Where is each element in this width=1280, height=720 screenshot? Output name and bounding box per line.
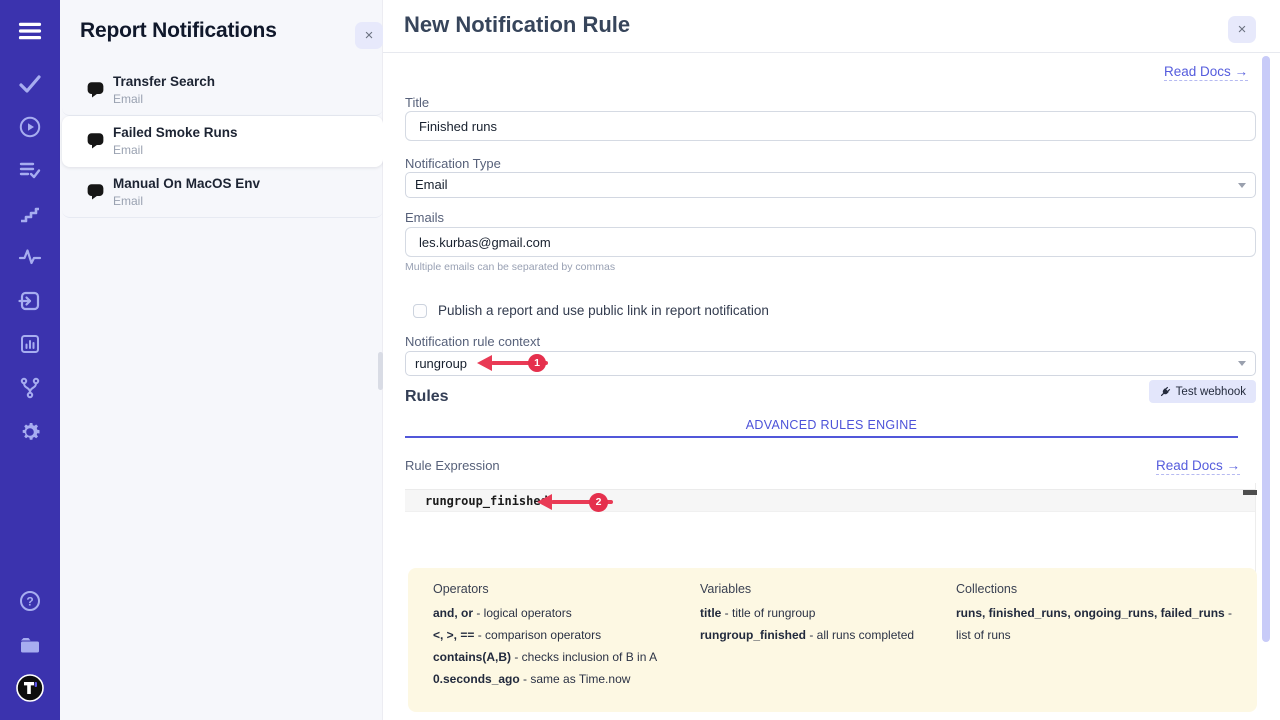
rule-title: Failed Smoke Runs bbox=[113, 125, 238, 140]
rule-subtitle: Email bbox=[113, 143, 144, 157]
panel-title: Report Notifications bbox=[80, 19, 277, 42]
rules-heading: Rules bbox=[405, 388, 449, 405]
list-item-failed-smoke-runs[interactable]: Failed Smoke Runs Email bbox=[62, 116, 383, 167]
title-input[interactable] bbox=[405, 111, 1256, 141]
new-notification-rule-drawer: New Notification Rule × Read Docs → Titl… bbox=[383, 0, 1280, 720]
read-docs-link-top[interactable]: Read Docs → bbox=[1163, 64, 1248, 81]
publish-report-checkbox-label: Publish a report and use public link in … bbox=[438, 303, 769, 318]
check-icon[interactable] bbox=[18, 72, 42, 96]
icon-rail: ? bbox=[0, 0, 60, 720]
notification-type-label: Notification Type bbox=[405, 156, 501, 171]
rules-help-panel: Operators and, or - logical operators <,… bbox=[408, 568, 1257, 712]
avatar-t-logo[interactable] bbox=[16, 674, 44, 702]
chevron-down-icon bbox=[1238, 183, 1246, 188]
list-item-manual-on-macos-env[interactable]: Manual On MacOS Env Email bbox=[62, 167, 383, 218]
context-value: rungroup bbox=[415, 356, 468, 371]
emails-helper-text: Multiple emails can be separated by comm… bbox=[405, 261, 616, 273]
annotation-arrow-2-shaft bbox=[551, 500, 613, 504]
tab-advanced-rules-engine[interactable]: ADVANCED RULES ENGINE bbox=[745, 418, 918, 432]
activity-icon[interactable] bbox=[18, 245, 42, 269]
sign-in-icon[interactable] bbox=[18, 289, 42, 313]
help-column-title: Collections bbox=[956, 582, 1018, 596]
notification-type-value: Email bbox=[415, 177, 448, 192]
play-circle-icon[interactable] bbox=[18, 115, 42, 139]
svg-text:?: ? bbox=[26, 594, 33, 608]
rule-subtitle: Email bbox=[113, 194, 144, 208]
editor-active-line bbox=[405, 489, 1255, 512]
annotation-badge-2: 2 bbox=[589, 493, 608, 512]
steps-icon[interactable] bbox=[18, 202, 42, 226]
editor-scroll-dash[interactable] bbox=[1243, 490, 1257, 495]
panel-close-button[interactable]: × bbox=[355, 22, 383, 49]
scrollbar-thumb[interactable] bbox=[1262, 56, 1270, 642]
chat-bubble-icon bbox=[85, 80, 106, 106]
list-check-icon[interactable] bbox=[18, 158, 42, 182]
branch-icon[interactable] bbox=[18, 376, 42, 400]
drawer-close-button[interactable]: × bbox=[1228, 16, 1256, 43]
annotation-arrow-2 bbox=[537, 494, 552, 510]
rule-expression-editor[interactable]: rungroup_finished bbox=[405, 483, 1256, 575]
chat-bubble-icon bbox=[85, 182, 106, 208]
context-label: Notification rule context bbox=[405, 334, 541, 349]
list-item-transfer-search[interactable]: Transfer Search Email bbox=[62, 65, 383, 116]
publish-report-checkbox[interactable] bbox=[413, 303, 427, 318]
help-column-title: Variables bbox=[700, 582, 752, 596]
help-column-title: Operators bbox=[433, 582, 489, 596]
annotation-arrow-1-shaft bbox=[491, 361, 548, 365]
rule-subtitle: Email bbox=[113, 92, 144, 106]
plug-icon bbox=[1159, 386, 1171, 398]
notification-type-select[interactable]: Email bbox=[405, 172, 1256, 198]
chat-bubble-icon bbox=[85, 131, 106, 157]
rule-title: Transfer Search bbox=[113, 74, 216, 89]
rule-title: Manual On MacOS Env bbox=[113, 176, 261, 191]
bar-chart-icon[interactable] bbox=[18, 332, 42, 356]
read-docs-link-rules[interactable]: Read Docs → bbox=[1155, 458, 1240, 475]
tab-underline bbox=[405, 436, 1238, 438]
title-label: Title bbox=[405, 95, 430, 110]
page-title: New Notification Rule bbox=[404, 12, 631, 37]
report-notifications-panel: Report Notifications × Transfer Search E… bbox=[60, 0, 383, 720]
drawer-resize-handle[interactable] bbox=[378, 352, 383, 390]
publish-report-checkbox-row[interactable]: Publish a report and use public link in … bbox=[413, 303, 769, 318]
test-webhook-button[interactable]: Test webhook bbox=[1148, 380, 1256, 403]
help-icon[interactable]: ? bbox=[18, 589, 42, 613]
rule-expression-label: Rule Expression bbox=[405, 458, 500, 473]
menu-icon[interactable] bbox=[18, 19, 42, 43]
emails-input[interactable] bbox=[405, 227, 1256, 257]
annotation-arrow-1 bbox=[477, 355, 492, 371]
emails-label: Emails bbox=[405, 210, 445, 225]
rule-expression-code: rungroup_finished bbox=[425, 494, 548, 508]
header-divider bbox=[383, 52, 1280, 53]
test-webhook-label: Test webhook bbox=[1175, 385, 1246, 398]
folder-icon[interactable] bbox=[18, 633, 42, 657]
annotation-badge-1: 1 bbox=[528, 354, 546, 372]
chevron-down-icon bbox=[1238, 361, 1246, 366]
gear-icon[interactable] bbox=[18, 420, 42, 444]
